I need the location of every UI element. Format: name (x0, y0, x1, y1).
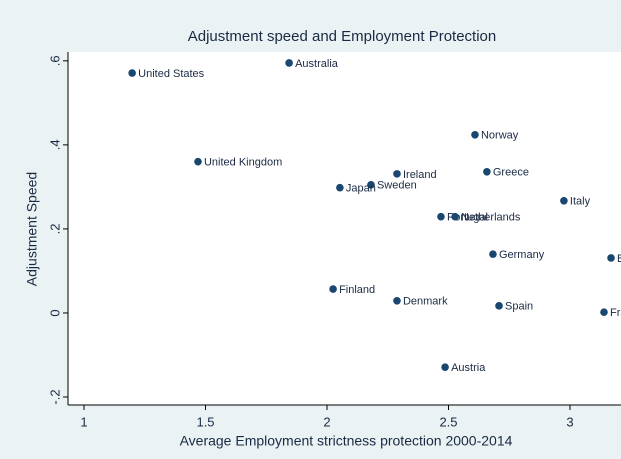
point (441, 363, 449, 371)
point (483, 167, 491, 176)
point-label: Finland (339, 284, 375, 296)
point (471, 130, 479, 139)
y-tick-label: .2 (47, 223, 62, 234)
point-label: Norway (481, 130, 519, 142)
y-tick-label: 0 (47, 309, 62, 316)
plot-area (68, 52, 621, 405)
point-label: Netherlands (461, 212, 521, 224)
point (194, 157, 202, 166)
y-tick-label: .6 (47, 55, 62, 66)
point-label: Ireland (403, 169, 437, 181)
y-axis-title: Adjustment Speed (24, 172, 40, 286)
point (128, 69, 136, 77)
point-label: Denmark (403, 296, 448, 308)
point (285, 59, 293, 67)
point (329, 285, 337, 293)
x-tick-label: 1 (80, 414, 87, 429)
point (495, 302, 503, 310)
chart-title: Adjustment speed and Employment Protecti… (188, 28, 497, 45)
point-label: Austria (451, 362, 486, 374)
point (560, 196, 568, 205)
point (437, 212, 445, 221)
point (393, 170, 401, 178)
point-label: Italy (570, 196, 591, 208)
point-label: Germany (499, 249, 545, 261)
x-tick-label: 2.5 (439, 414, 457, 429)
point (600, 308, 608, 316)
point (336, 183, 344, 192)
point-label: Australia (295, 58, 339, 70)
x-tick-label: 2 (323, 414, 330, 429)
point-label: United States (138, 68, 205, 80)
point (489, 250, 497, 258)
point (367, 180, 375, 189)
point-label: Japan (346, 183, 376, 195)
point-label: Spain (505, 301, 533, 313)
x-axis-title: Average Employment strictness protection… (180, 433, 513, 449)
point (451, 212, 459, 221)
point-label: Sweden (377, 180, 417, 192)
point-label: Greece (493, 167, 529, 179)
point-label: France (610, 307, 621, 319)
x-tick-label: 1.5 (196, 414, 214, 429)
y-tick-label: .4 (47, 139, 62, 150)
point (607, 254, 615, 262)
point-label: United Kingdom (204, 157, 282, 169)
point (393, 296, 401, 305)
y-tick-label: -.2 (47, 389, 62, 404)
x-tick-label: 3 (566, 414, 573, 429)
point-label: Belgium (617, 253, 621, 265)
